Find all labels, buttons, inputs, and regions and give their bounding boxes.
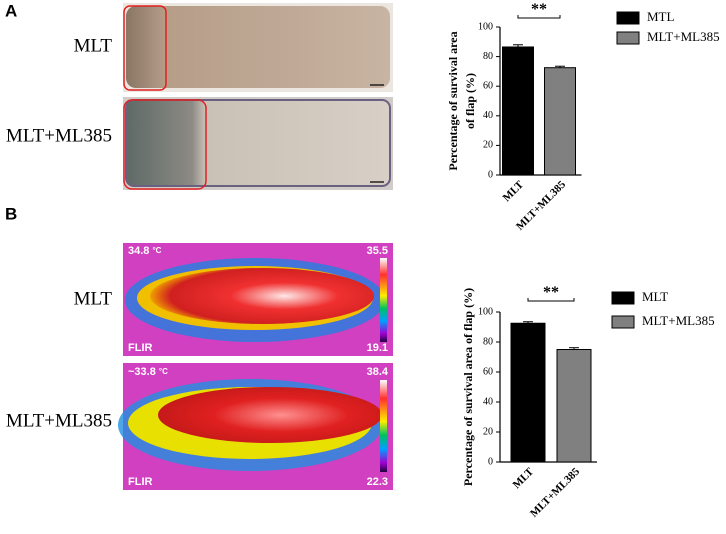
bar — [502, 46, 534, 176]
significance: ** — [531, 1, 547, 18]
row-label: MLT — [74, 288, 113, 309]
y-tick-label: 80 — [483, 51, 493, 62]
x-tick-label: MLT+ML385 — [528, 465, 582, 519]
y-tick-label: 0 — [488, 456, 493, 467]
y-axis-label: of flap (%) — [463, 73, 477, 129]
thermal-reading: 34.8 °C — [128, 245, 162, 257]
thermal-zone — [150, 268, 374, 324]
legend-swatch — [611, 291, 635, 305]
thermal-reading: ~33.8 °C — [128, 366, 168, 378]
legend-label: MLT+ML385 — [647, 29, 720, 44]
color-scale — [380, 380, 387, 472]
y-tick-label: 40 — [483, 110, 493, 121]
row-label: MLT+ML385 — [6, 125, 112, 146]
y-tick-label: 60 — [483, 80, 493, 91]
significance: ** — [543, 284, 559, 301]
significance-bracket — [517, 15, 561, 19]
bar — [556, 349, 592, 463]
thermal-brand: FLIR — [128, 476, 152, 488]
x-tick-label: MLT — [501, 178, 527, 204]
panel-label: B — [5, 204, 17, 223]
y-tick-label: 0 — [488, 169, 493, 180]
thermal-zone — [158, 387, 382, 443]
y-axis-label: Percentage of survival area — [446, 31, 460, 170]
significance-bracket — [527, 298, 575, 302]
legend-label: MTL — [647, 9, 675, 24]
necrosis-box — [123, 99, 207, 190]
row-label: MLT+ML385 — [6, 410, 112, 431]
color-scale — [380, 258, 387, 342]
y-tick-label: 20 — [483, 140, 493, 151]
photo-skin — [125, 99, 391, 187]
thermal-min: 19.1 — [367, 342, 388, 354]
y-axis-label: Percentage of survival area of flap (%) — [461, 288, 475, 486]
legend-label: MLT+ML385 — [642, 313, 715, 328]
thermal-max: 38.4 — [367, 366, 389, 378]
legend-swatch — [611, 315, 635, 329]
row-label: MLT — [74, 35, 113, 56]
thermal-brand: FLIR — [128, 342, 152, 354]
y-tick-label: 80 — [483, 336, 493, 347]
x-tick-label: MLT — [511, 465, 537, 491]
legend-label: MLT — [642, 289, 668, 304]
bar — [544, 67, 576, 176]
y-tick-label: 40 — [483, 396, 493, 407]
necrosis-box — [123, 5, 167, 91]
bar — [510, 322, 546, 463]
y-tick-label: 60 — [483, 366, 493, 377]
photo-skin — [126, 6, 390, 88]
thermal-min: 22.3 — [367, 476, 388, 488]
y-tick-label: 100 — [478, 306, 493, 317]
thermal-max: 35.5 — [367, 245, 388, 257]
legend-swatch — [616, 11, 640, 25]
legend-swatch — [616, 31, 640, 45]
y-tick-label: 100 — [478, 21, 493, 32]
panel-label: A — [5, 1, 17, 20]
y-tick-label: 20 — [483, 426, 493, 437]
